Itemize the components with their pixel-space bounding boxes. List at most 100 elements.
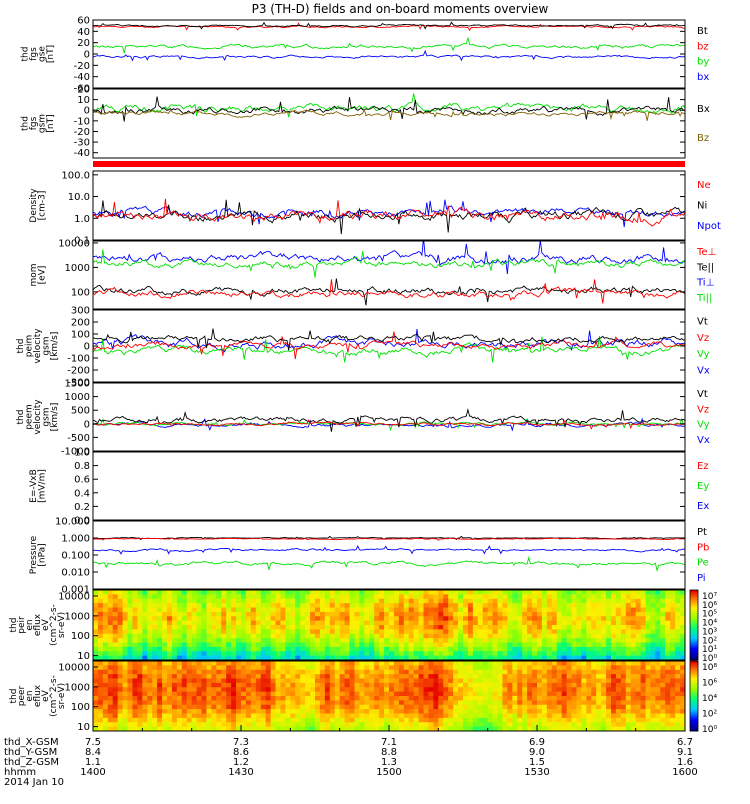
spectrogram-cell (655, 598, 661, 604)
spectrogram-cell (433, 709, 439, 715)
spectrogram-cell (675, 722, 681, 728)
spectrogram-cell (379, 678, 385, 684)
spectrogram-cell (245, 713, 252, 719)
spectrogram-cell (502, 709, 508, 715)
spectrogram-cell (650, 669, 656, 675)
spectrogram-cell (147, 633, 153, 639)
spectrogram-cell (477, 629, 484, 635)
spectrogram-cell (586, 646, 592, 652)
spectrogram-cell (364, 669, 370, 675)
spectrogram-cell (226, 598, 232, 604)
spectrogram-cell (393, 661, 400, 666)
spectrogram-cell (611, 674, 617, 680)
spectrogram-cell (512, 607, 518, 613)
spectrogram-cell (625, 700, 632, 706)
spectrogram-cell (132, 625, 138, 630)
spectrogram-cell (290, 655, 296, 661)
spectrogram-cell (250, 633, 257, 639)
spectrogram-cell (448, 704, 454, 710)
spectrogram-cell (635, 590, 642, 595)
spectrogram-cell (413, 674, 420, 680)
spectrogram-cell (290, 691, 296, 697)
spectrogram-cell (122, 687, 129, 693)
spectrogram-cell (660, 629, 666, 635)
spectrogram-cell (374, 691, 380, 697)
spectrogram-cell (384, 607, 390, 613)
spectrogram-cell (379, 638, 385, 644)
spectrogram-cell (295, 704, 301, 710)
spectrogram-cell (611, 616, 617, 622)
spectrogram-cell (384, 717, 390, 723)
spectrogram-cell (507, 661, 513, 666)
spectrogram-cell (196, 598, 203, 604)
spectrogram-cell (315, 616, 321, 622)
spectrogram-cell (137, 651, 143, 657)
spectrogram-cell (576, 687, 582, 693)
spectrogram-cell (285, 722, 291, 728)
ylabel-fgs_gse-3: [nT] (46, 45, 56, 63)
spectrogram-cell (186, 665, 193, 671)
spectrogram-cell (142, 651, 148, 657)
spectrogram-cell (255, 620, 262, 626)
spectrogram-cell (206, 598, 212, 604)
spectrogram-cell (576, 598, 582, 604)
spectrogram-cell (492, 642, 499, 648)
spectrogram-cell (453, 607, 459, 613)
spectrogram-cell (640, 638, 647, 644)
spectrogram-cell (137, 691, 143, 697)
series-fgs_gsm-1 (93, 96, 685, 122)
spectrogram-cell (448, 646, 454, 652)
spectrogram-cell (458, 607, 464, 613)
spectrogram-cell (537, 638, 543, 644)
spectrogram-cell (349, 616, 355, 622)
spectrogram-cell (324, 704, 331, 710)
spectrogram-cell (147, 726, 153, 732)
spectrogram-cell (364, 611, 370, 617)
spectrogram-cell (487, 651, 494, 657)
spectrogram-cell (670, 691, 676, 697)
spectrogram-cell (463, 700, 469, 706)
spectrogram-cell (660, 665, 666, 671)
spectrogram-cell (453, 594, 459, 600)
spectrogram-cell (162, 607, 168, 613)
colorbar-label-peer-1: 10⁶ (702, 679, 717, 689)
spectrogram-cell (329, 607, 336, 613)
spectrogram-cell (315, 603, 321, 609)
spectrogram-cell (675, 646, 681, 652)
spectrogram-cell (393, 691, 400, 697)
spectrogram-cell (458, 611, 464, 617)
spectrogram-cell (467, 665, 474, 671)
spectrogram-cell (389, 709, 395, 715)
spectrogram-cell (206, 713, 212, 719)
spectrogram-cell (413, 678, 420, 684)
spectrogram-cell (216, 665, 222, 671)
spectrogram-cell (167, 655, 173, 661)
spectrogram-cell (428, 633, 434, 639)
spectrogram-cell (181, 700, 188, 706)
spectrogram-cell (467, 638, 474, 644)
spectrogram-cell (112, 682, 119, 688)
spectrogram-cell (339, 717, 346, 723)
spectrogram-cell (606, 726, 612, 732)
spectrogram-cell (532, 629, 538, 635)
spectrogram-cell (206, 691, 212, 697)
spectrogram-cell (561, 611, 568, 617)
spectrogram-cell (265, 651, 272, 657)
spectrogram-cell (374, 646, 380, 652)
spectrogram-cell (561, 594, 568, 600)
spectrogram-cell (482, 691, 489, 697)
spectrogram-cell (423, 620, 429, 626)
spectrogram-cell (379, 661, 385, 666)
spectrogram-cell (176, 709, 183, 715)
spectrogram-cell (615, 717, 622, 723)
spectrogram-cell (596, 691, 602, 697)
spectrogram-cell (487, 726, 494, 732)
spectrogram-cell (186, 704, 193, 710)
spectrogram-cell (176, 642, 183, 648)
spectrogram-cell (482, 722, 489, 728)
spectrogram-cell (467, 682, 474, 688)
spectrogram-cell (522, 620, 528, 626)
spectrogram-cell (245, 722, 252, 728)
spectrogram-cell (463, 687, 469, 693)
spectrogram-cell (596, 687, 602, 693)
